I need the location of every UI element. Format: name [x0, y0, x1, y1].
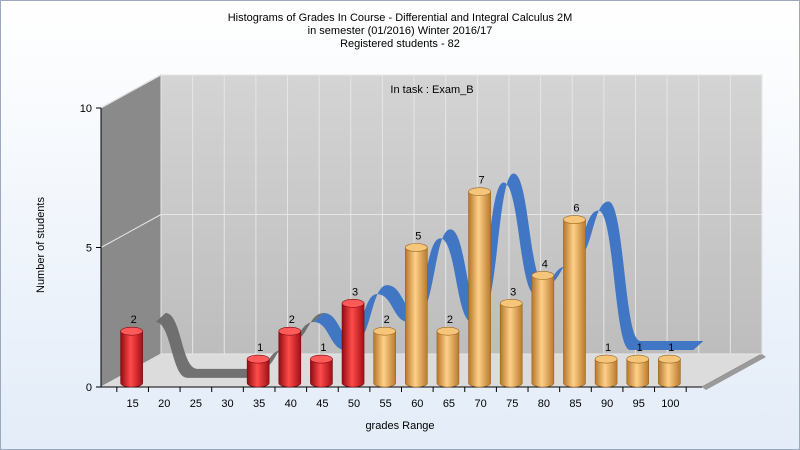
bar-top	[594, 354, 618, 364]
x-tick-label: 95	[633, 398, 645, 410]
bar	[373, 330, 396, 388]
x-tick-label: 45	[316, 398, 328, 410]
x-tick-label: 90	[601, 398, 613, 410]
trend-ribbon-blue	[313, 173, 704, 350]
bar	[626, 358, 650, 388]
bar-top	[626, 354, 650, 364]
bar	[436, 330, 460, 388]
x-tick-label: 40	[285, 398, 297, 410]
x-tick-label: 55	[380, 398, 392, 410]
bar-top	[278, 326, 302, 336]
bar-data-label: 2	[384, 314, 390, 326]
chart-annotation: In task : Exam_B	[390, 84, 473, 96]
bar	[594, 358, 618, 388]
bar-data-label: 1	[668, 342, 674, 354]
bar-data-label: 3	[352, 286, 358, 298]
bar	[278, 330, 302, 388]
x-tick-label: 70	[474, 398, 486, 410]
bar	[531, 275, 555, 388]
bar-data-label: 1	[320, 342, 326, 354]
bar-top	[341, 298, 365, 308]
y-axis-title: Number of students	[35, 197, 47, 293]
x-tick-label: 25	[190, 398, 202, 410]
x-tick-label: 80	[538, 398, 550, 410]
bar-data-label: 2	[447, 314, 453, 326]
bar-top	[563, 215, 586, 224]
bar	[246, 358, 270, 388]
x-tick-label: 75	[506, 398, 518, 410]
bar-top	[658, 354, 681, 364]
bar	[468, 191, 491, 388]
bar-data-label: 1	[605, 342, 611, 354]
x-tick-label: 15	[127, 398, 139, 410]
floor-edge	[702, 354, 766, 390]
chart-title-line-2: in semester (01/2016) Winter 2016/17	[307, 25, 493, 37]
x-tick-label: 20	[158, 398, 170, 410]
bar	[120, 330, 143, 388]
chart-title-line-3: Registered students - 82	[340, 38, 460, 50]
x-tick-label: 60	[411, 398, 423, 410]
bar-top	[310, 354, 333, 364]
bar-top	[373, 326, 396, 336]
x-tick-label: 100	[661, 398, 679, 410]
bar	[405, 247, 428, 388]
bar-data-label: 4	[542, 258, 548, 270]
x-tick-label: 85	[569, 398, 581, 410]
bar-top	[405, 243, 428, 252]
bar-top	[120, 326, 143, 336]
bar	[310, 358, 333, 388]
bar	[658, 358, 681, 388]
bar-data-label: 1	[637, 342, 643, 354]
bar-data-label: 6	[573, 203, 579, 215]
bar-top	[468, 187, 491, 196]
x-tick-label: 30	[221, 398, 233, 410]
bar-data-label: 1	[257, 342, 263, 354]
bar-data-label: 2	[131, 314, 137, 326]
bar-top	[531, 271, 555, 280]
x-tick-label: 50	[348, 398, 360, 410]
bar-top	[436, 326, 460, 336]
bar-data-label: 3	[510, 286, 516, 298]
bar-data-label: 7	[479, 175, 485, 187]
bar	[563, 219, 586, 388]
bar-top	[499, 298, 523, 308]
x-tick-label: 65	[443, 398, 455, 410]
bar	[499, 303, 523, 388]
y-tick-label: 10	[80, 103, 92, 115]
x-tick-label: 35	[253, 398, 265, 410]
bar-top	[246, 354, 270, 364]
bar-data-label: 5	[415, 231, 421, 243]
y-tick-label: 5	[86, 243, 92, 255]
gridline-side	[100, 214, 162, 248]
gridline-side	[100, 74, 162, 109]
chart-title-line-1: Histograms of Grades In Course - Differe…	[227, 12, 573, 24]
bar-data-label: 2	[289, 314, 295, 326]
x-axis-title: grades Range	[365, 420, 434, 432]
bar	[341, 303, 365, 388]
y-tick-label: 0	[86, 382, 92, 394]
